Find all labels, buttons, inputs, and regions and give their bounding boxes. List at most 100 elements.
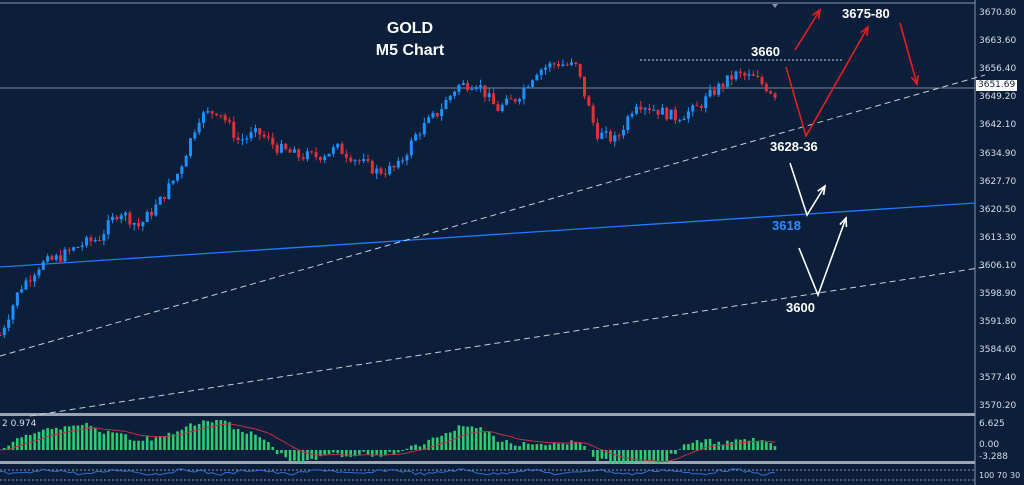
candle-body [37, 269, 41, 276]
pane-divider [0, 413, 975, 416]
candle-body [461, 83, 465, 85]
candle-body [453, 91, 457, 96]
candle-body [201, 112, 205, 123]
candle-body [258, 128, 262, 135]
histogram-bar [756, 440, 759, 450]
histogram-bar [132, 440, 136, 450]
candle-body [63, 249, 67, 262]
candle-body [180, 166, 184, 174]
histogram-bar [254, 434, 257, 450]
candle-body [699, 105, 703, 109]
histogram-bar [739, 439, 742, 450]
candle-body [366, 159, 370, 161]
candle-body [535, 74, 539, 81]
histogram-bar [535, 444, 539, 450]
histogram-bar [85, 422, 88, 450]
histogram-bar [401, 450, 404, 451]
chart-subtitle: M5 Chart [375, 42, 445, 59]
candle-body [349, 157, 353, 162]
histogram-bar [405, 448, 409, 450]
candle-body [582, 76, 586, 97]
candle-body [513, 99, 517, 102]
histogram-bar [730, 441, 734, 450]
histogram-bar [46, 428, 49, 450]
candle-body [617, 135, 621, 137]
candle-body [483, 85, 487, 98]
histogram-bar [232, 429, 236, 450]
histogram-bar [466, 426, 469, 450]
histogram-bar [319, 450, 322, 457]
histogram-bar [228, 422, 231, 450]
candle-body [171, 180, 175, 184]
histogram-bar [570, 440, 573, 450]
indicator-tick: 0.00 [979, 440, 1000, 450]
candle-body [643, 108, 647, 110]
candle-body [344, 154, 348, 158]
histogram-bar [448, 432, 452, 450]
candle-body [660, 107, 664, 115]
upper-channel-line [0, 74, 986, 357]
histogram-bar [184, 426, 188, 450]
histogram-bar [297, 450, 301, 463]
candle-body [236, 137, 240, 141]
y-tick-label: 3634.90 [979, 148, 1017, 159]
histogram-bar [20, 437, 23, 450]
pullback-rally-arrow [785, 26, 869, 139]
candle-body [487, 93, 491, 98]
candle-body [479, 85, 483, 88]
histogram-bar [474, 428, 478, 450]
y-tick-label: 3613.30 [979, 232, 1017, 243]
histogram-bar [743, 439, 746, 450]
candle-body [50, 256, 54, 260]
histogram-bar [54, 427, 58, 450]
candle-body [85, 237, 89, 246]
candle-body [405, 155, 409, 161]
histogram-bar [128, 439, 132, 450]
candle-body [301, 157, 305, 160]
candle-body [440, 109, 444, 117]
histogram-bar [721, 444, 725, 450]
histogram-bar [713, 443, 716, 450]
histogram-bar [479, 427, 482, 450]
histogram-bar [734, 439, 738, 450]
histogram-bar [552, 442, 556, 450]
histogram-bar [453, 430, 456, 450]
histogram-bar [119, 433, 123, 450]
histogram-bar [288, 450, 292, 462]
histogram-bar [509, 443, 513, 450]
candle-body [721, 83, 725, 87]
candle-body [249, 132, 253, 139]
histogram-bar [726, 440, 729, 450]
candle-body [124, 212, 128, 216]
histogram-bar [769, 443, 772, 450]
candle-body [531, 80, 535, 87]
candle-body [318, 157, 322, 160]
candle-body [59, 255, 63, 262]
histogram-bar [50, 429, 54, 450]
candle-body [305, 151, 309, 160]
histogram-bar [67, 426, 71, 450]
y-tick-label: 3584.60 [979, 345, 1017, 356]
candle-body [370, 160, 374, 174]
arrowhead-icon [812, 8, 822, 20]
candle-body [492, 93, 496, 105]
lower-channel-line [29, 266, 986, 417]
histogram-bar [371, 450, 374, 457]
candle-body [466, 83, 470, 90]
candle-body [773, 93, 777, 98]
histogram-bar [106, 430, 110, 450]
candle-body [80, 245, 84, 248]
histogram-bar [384, 450, 387, 455]
histogram-bar [72, 425, 75, 450]
histogram-bar [656, 450, 660, 464]
current-price-tag: 3651.69 [976, 80, 1018, 91]
candle-body [275, 144, 279, 153]
candle-body [686, 111, 690, 119]
histogram-bar [89, 425, 93, 450]
oscillator-tick: 30 [1010, 471, 1021, 480]
candle-body [730, 75, 734, 80]
candle-body [639, 106, 643, 110]
histogram-bar [752, 437, 755, 450]
candle-body [388, 165, 392, 175]
candle-body [587, 96, 591, 106]
